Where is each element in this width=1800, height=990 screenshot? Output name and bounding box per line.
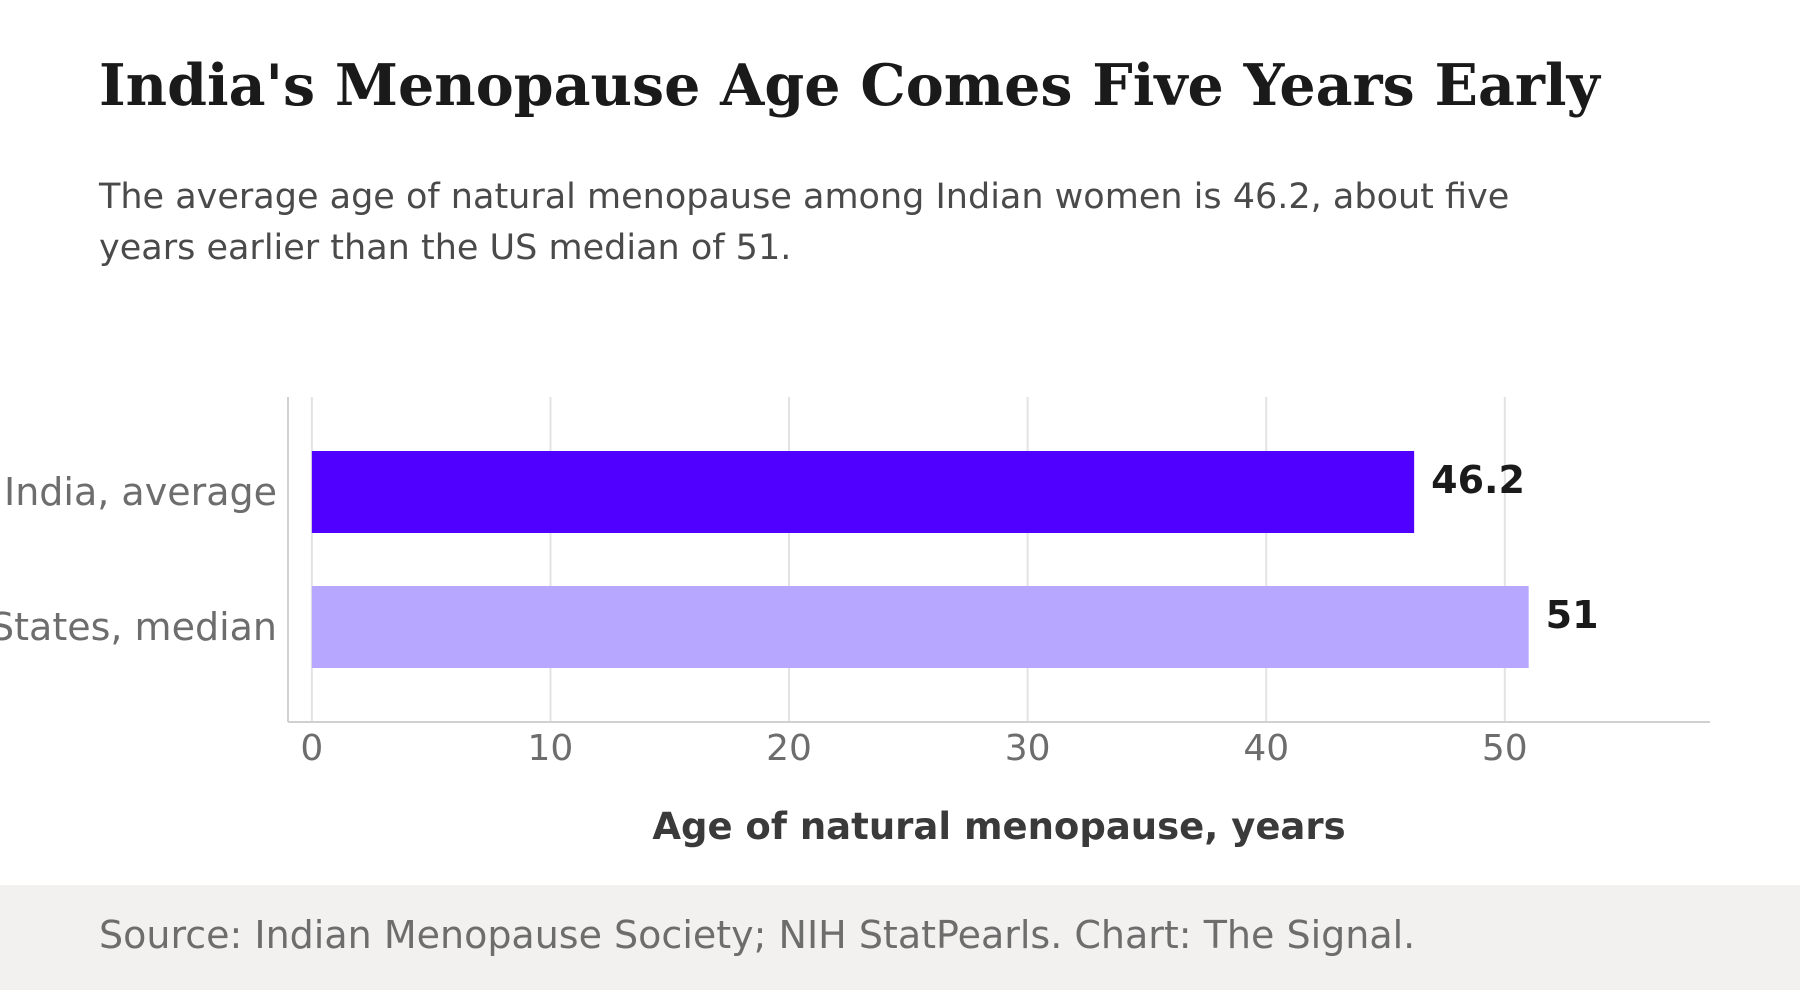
source-note: Source: Indian Menopause Society; NIH St… (99, 913, 1416, 957)
category-label: India, average (4, 470, 277, 514)
x-tick-label: 0 (300, 728, 323, 769)
x-tick-label: 30 (1005, 728, 1051, 769)
x-tick-label: 10 (528, 728, 574, 769)
x-tick-label: 40 (1243, 728, 1289, 769)
bar (311, 586, 1529, 668)
x-tick-label: 50 (1482, 728, 1528, 769)
bar-chart: 0 10 20 30 40 50 India, average 46.2 United Stat… (0, 397, 1710, 848)
x-tick-label: 20 (766, 728, 812, 769)
data-label: 46.2 (1431, 458, 1525, 502)
x-axis-title: Age of natural menopause, years (652, 805, 1345, 848)
footer-band (0, 885, 1800, 990)
chart-subtitle: The average age of natural menopause amo… (99, 177, 1510, 268)
bar (311, 451, 1415, 533)
chart-title: India's Menopause Age Comes Five Years E… (99, 52, 1600, 119)
category-label: United States, median (0, 605, 277, 649)
data-label: 51 (1546, 593, 1599, 637)
